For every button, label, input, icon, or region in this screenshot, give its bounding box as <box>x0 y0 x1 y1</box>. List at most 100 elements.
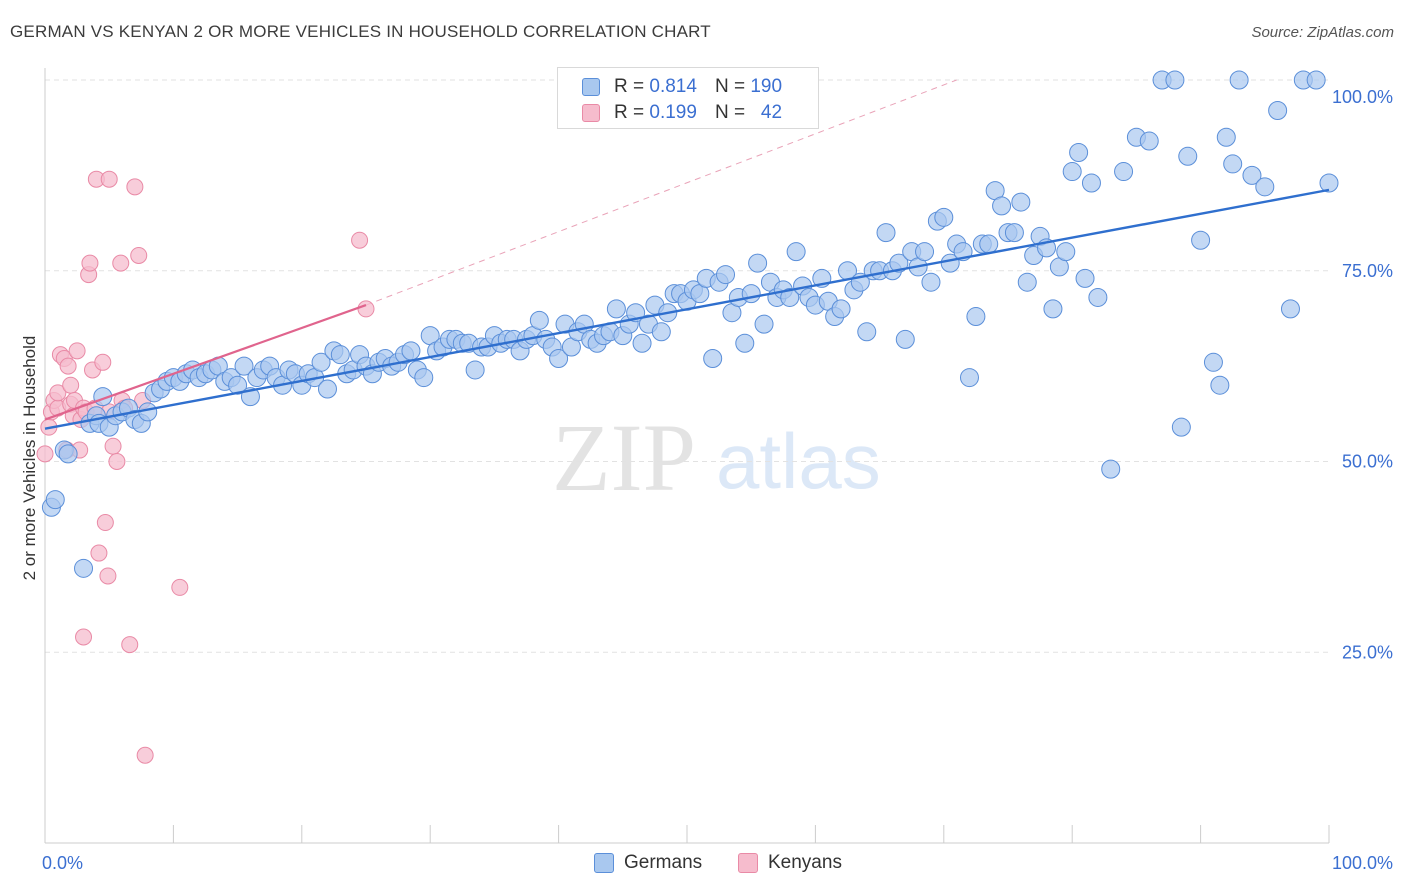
y-tick-label: 75.0% <box>1342 261 1393 281</box>
watermark-atlas: atlas <box>716 417 881 505</box>
german-point <box>703 348 723 368</box>
german-point <box>651 322 671 342</box>
german-point <box>1223 154 1243 174</box>
german-point <box>1178 146 1198 166</box>
legend-r-value-germans: 0.814 <box>649 76 697 97</box>
german-point <box>549 348 569 368</box>
german-points <box>41 70 1339 578</box>
german-point <box>1062 162 1082 182</box>
german-point <box>1139 131 1159 151</box>
kenyan-point <box>49 384 67 402</box>
german-point <box>754 314 774 334</box>
kenyan-point <box>100 170 118 188</box>
x-tick-label: 0.0% <box>42 853 83 873</box>
legend-row-germans: R = 0.814 N = 190 <box>582 74 782 100</box>
kenyan-point <box>357 300 375 318</box>
legend-swatch-germans <box>594 853 614 873</box>
legend-item-kenyans: Kenyans <box>738 852 842 874</box>
legend-swatch-kenyans <box>582 104 600 122</box>
german-point <box>1017 272 1037 292</box>
german-point <box>857 322 877 342</box>
german-point <box>311 352 331 372</box>
german-trend-line <box>44 188 1330 430</box>
german-point <box>1069 142 1089 162</box>
legend-label-germans: Germans <box>624 852 703 873</box>
chart-source: Source: ZipAtlas.com <box>1251 24 1394 41</box>
kenyan-point <box>121 636 139 654</box>
kenyan-point <box>68 342 86 360</box>
german-point <box>1114 162 1134 182</box>
german-point <box>74 558 94 578</box>
german-point <box>979 234 999 254</box>
german-point <box>330 345 350 365</box>
german-point <box>414 368 434 388</box>
german-point <box>1210 375 1230 395</box>
german-point <box>1255 177 1275 197</box>
x-tick-label: 100.0% <box>1332 853 1393 873</box>
legend-n-value-kenyans: 42 <box>760 102 783 123</box>
kenyan-point <box>351 231 369 249</box>
legend-r-label: R = <box>614 76 645 97</box>
german-point <box>465 360 485 380</box>
german-point <box>889 253 909 273</box>
kenyan-point <box>90 544 108 562</box>
legend-item-germans: Germans <box>594 852 702 874</box>
german-point <box>58 444 78 464</box>
watermark-zip: ZIP <box>552 404 696 511</box>
kenyan-point <box>62 376 80 394</box>
german-point <box>1319 173 1339 193</box>
german-point <box>1280 299 1300 319</box>
legend-row-kenyans: R = 0.199 N = 42 <box>582 100 782 126</box>
german-point <box>1056 242 1076 262</box>
german-point <box>228 375 248 395</box>
kenyan-trend-line <box>44 304 367 421</box>
german-point <box>831 299 851 319</box>
y-tick-label: 25.0% <box>1342 642 1393 662</box>
german-point <box>992 196 1012 216</box>
german-point <box>934 207 954 227</box>
kenyan-points <box>36 170 375 764</box>
german-point <box>1242 165 1262 185</box>
kenyan-point <box>36 445 54 463</box>
german-point <box>966 307 986 327</box>
kenyan-point <box>81 254 99 272</box>
german-point <box>1191 230 1211 250</box>
series-legend: Germans Kenyans <box>0 852 1406 878</box>
legend-n-label: N = <box>714 102 746 123</box>
german-point <box>234 356 254 376</box>
german-point <box>1043 299 1063 319</box>
german-point <box>748 253 768 273</box>
kenyan-point <box>59 357 77 375</box>
legend-n-value-germans: 190 <box>750 76 783 97</box>
german-point <box>45 490 65 510</box>
german-point <box>1165 70 1185 90</box>
legend-r-value-kenyans: 0.199 <box>649 102 697 123</box>
kenyan-point <box>96 514 114 532</box>
legend-n-label: N = <box>714 76 746 97</box>
german-point <box>1088 287 1108 307</box>
axes <box>44 68 1330 844</box>
kenyan-point <box>75 628 93 646</box>
kenyan-point <box>108 453 126 470</box>
german-point <box>1011 192 1031 212</box>
german-point <box>1203 352 1223 372</box>
german-point <box>786 242 806 262</box>
german-point <box>1229 70 1249 90</box>
tick-labels: 25.0% 50.0% 75.0% 100.0% 0.0% 100.0% <box>42 87 1393 873</box>
german-point <box>529 310 549 330</box>
german-point <box>921 272 941 292</box>
german-point <box>606 299 626 319</box>
kenyan-point <box>112 254 130 272</box>
legend-r-label: R = <box>614 102 645 123</box>
kenyan-point <box>104 437 122 455</box>
legend-swatch-kenyans <box>738 853 758 873</box>
german-point <box>1268 101 1288 121</box>
german-point <box>735 333 755 353</box>
german-point <box>895 329 915 349</box>
kenyan-point <box>99 567 117 585</box>
watermark: ZIP atlas <box>552 404 881 511</box>
german-point <box>876 223 896 243</box>
german-point <box>1216 127 1236 147</box>
kenyan-point <box>126 178 144 196</box>
german-point <box>632 333 652 353</box>
